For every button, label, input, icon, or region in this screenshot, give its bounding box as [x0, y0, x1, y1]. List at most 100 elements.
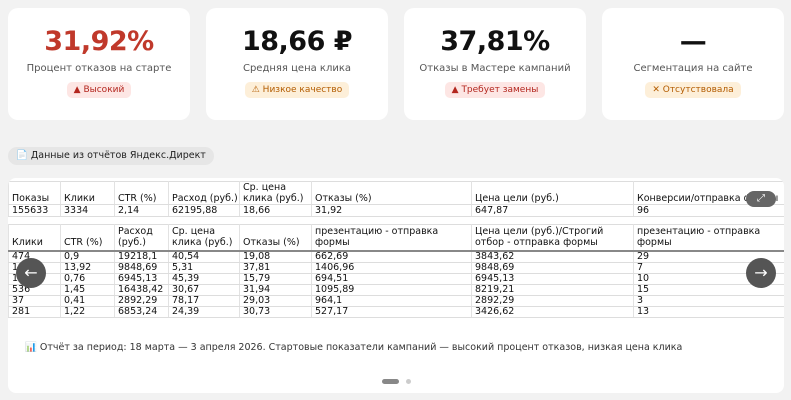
- row-line: [8, 216, 784, 217]
- metric-value: —: [679, 26, 707, 57]
- col-line: [8, 224, 9, 317]
- table-cell: 15,79: [243, 273, 271, 284]
- badge-wrap: ▲ Требует замены: [404, 74, 586, 98]
- table-cell: 2892,29: [475, 295, 515, 306]
- table-cell: 10: [637, 273, 650, 284]
- table-cell: 13,92: [64, 262, 92, 273]
- metric-label: Сегментация на сайте: [633, 63, 753, 74]
- table-cell: 1095,89: [315, 284, 355, 295]
- col-line: [8, 181, 9, 216]
- caption: 📊 Отчёт за период: 18 марта — 3 апреля 2…: [25, 342, 683, 353]
- table-cell: 31,92: [315, 205, 343, 216]
- table-cell: 37,81: [243, 262, 271, 273]
- carousel: 📊 Отчёт за период: 18 марта — 3 апреля 2…: [8, 178, 784, 393]
- metric-value: 31,92%: [44, 26, 154, 57]
- header-cell: Конверсии/отправка формы: [637, 193, 779, 204]
- header-cell: Клики: [64, 193, 95, 204]
- page-dot-active[interactable]: [382, 379, 399, 384]
- header-cell: Цена цели (руб.)/Получить презентацию - …: [315, 225, 450, 248]
- table-cell: 18,66: [243, 205, 271, 216]
- table-cell: 3: [637, 295, 644, 306]
- table-cell: 24,39: [172, 306, 200, 317]
- table-cell: 37: [12, 295, 25, 306]
- metric-badge: ▲ Требует замены: [444, 82, 546, 98]
- col-line: [60, 224, 61, 317]
- col-line: [633, 224, 634, 317]
- col-line: [311, 181, 312, 216]
- table-cell: 96: [637, 205, 650, 216]
- header-cell: CTR (%): [64, 237, 103, 248]
- col-line: [471, 181, 472, 216]
- row-line: [8, 306, 784, 307]
- metric-card: — Сегментация на сайте ✕ Отсутствовала: [602, 8, 784, 120]
- next-button[interactable]: →: [746, 258, 776, 288]
- expand-button[interactable]: ⤢: [746, 191, 776, 207]
- table-cell: 16438,42: [118, 284, 164, 295]
- metric-value: 37,81%: [440, 26, 550, 57]
- header-cell: Клики: [12, 237, 43, 248]
- col-line: [311, 224, 312, 317]
- col-line: [168, 224, 169, 317]
- table-cell: 536: [12, 284, 31, 295]
- table-cell: 155633: [12, 205, 49, 216]
- metric-badge: ✕ Отсутствовала: [645, 82, 741, 98]
- table-cell: 964,1: [315, 295, 343, 306]
- table-cell: 29,03: [243, 295, 271, 306]
- metric-card: 37,81% Отказы в Мастере кампаний ▲ Требует…: [404, 8, 586, 120]
- header-cell: Отказы (%): [315, 193, 372, 204]
- header-cell: Показы: [12, 193, 50, 204]
- table-cell: 9848,69: [118, 262, 158, 273]
- header-cell: Расход (руб.): [172, 193, 238, 204]
- table-cell: 6853,24: [118, 306, 158, 317]
- prev-button[interactable]: ←: [16, 258, 46, 288]
- table-cell: 7: [637, 262, 644, 273]
- table-cell: 31,94: [243, 284, 271, 295]
- header-cell: Ср. цена клика (руб.): [172, 226, 233, 248]
- table-cell: 6945,13: [118, 273, 158, 284]
- table-cell: 0,76: [64, 273, 86, 284]
- table-cell: 694,51: [315, 273, 349, 284]
- col-line: [633, 181, 634, 216]
- row-line: [8, 181, 784, 182]
- table-cell: 3426,62: [475, 306, 515, 317]
- metric-badge: ⚠ Низкое качество: [244, 82, 350, 98]
- table-cell: 2892,29: [118, 295, 158, 306]
- row-line: [8, 284, 784, 285]
- table-cell: 3334: [64, 205, 89, 216]
- metric-card: 31,92% Процент отказов на старте ▲ Высокий: [8, 8, 190, 120]
- metric-badge: ▲ Высокий: [66, 82, 132, 98]
- row-line: [8, 273, 784, 274]
- table-cell: 62195,88: [172, 205, 218, 216]
- page-dot[interactable]: [406, 379, 411, 384]
- table-cell: 8219,21: [475, 284, 515, 295]
- table-cell: 1406,96: [315, 262, 355, 273]
- col-line: [60, 181, 61, 216]
- table-cell: 6945,13: [475, 273, 515, 284]
- header-cell: Ср. цена клика (руб.): [243, 182, 304, 204]
- header-cell: Конверсии/Получить презентацию - отправк…: [637, 225, 761, 248]
- row-line: [8, 317, 784, 318]
- row-line: [8, 295, 784, 296]
- table-cell: 13: [637, 306, 650, 317]
- metric-label: Отказы в Мастере кампаний: [419, 63, 571, 74]
- metric-card: 18,66 ₽ Средняя цена клика ⚠ Низкое качест…: [206, 8, 388, 120]
- col-line: [114, 181, 115, 216]
- header-cell: Отказы (%): [243, 237, 300, 248]
- table-cell: 1,45: [64, 284, 86, 295]
- table-cell: 19,08: [243, 251, 271, 262]
- table-cell: 647,87: [475, 205, 509, 216]
- metric-value: 18,66 ₽: [241, 26, 353, 57]
- source-chip: 📄 Данные из отчётов Яндекс.Директ: [8, 147, 214, 165]
- table-cell: 1,22: [64, 306, 86, 317]
- header-cell: CTR (%): [118, 193, 157, 204]
- col-line: [114, 224, 115, 317]
- table-cell: 30,73: [243, 306, 271, 317]
- col-line: [239, 224, 240, 317]
- col-line: [471, 224, 472, 317]
- table-cell: 0,9: [64, 251, 80, 262]
- header-cell: Расход (руб.): [118, 226, 153, 248]
- header-line: [8, 204, 784, 205]
- table-cell: 78,17: [172, 295, 200, 306]
- table-cell: 40,54: [172, 251, 200, 262]
